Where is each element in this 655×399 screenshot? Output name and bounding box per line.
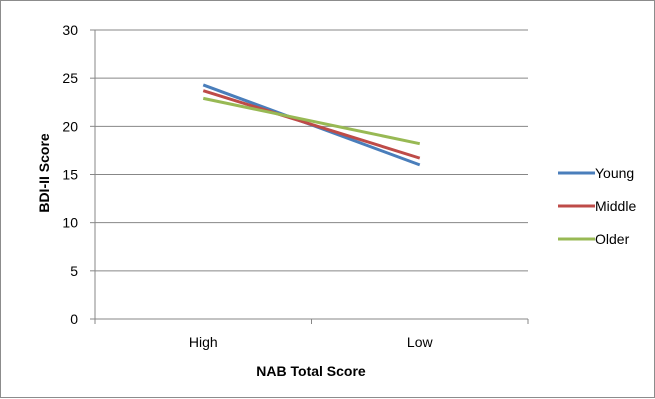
series-line-older	[202, 96, 421, 146]
y-tick-labels: 0 5 10 15 20 25 30	[62, 22, 78, 327]
x-tick-label-high: High	[189, 334, 218, 350]
y-tick-label: 0	[70, 311, 78, 327]
y-tick-label: 30	[62, 22, 78, 38]
legend-label-older: Older	[595, 231, 630, 247]
x-tick-label-low: Low	[407, 334, 434, 350]
series-lines	[202, 83, 421, 167]
legend-label-middle: Middle	[595, 198, 636, 214]
axes	[90, 29, 529, 324]
y-tick-label: 25	[62, 70, 78, 86]
legend: Young Middle Older	[558, 165, 636, 247]
x-axis-title: NAB Total Score	[256, 363, 366, 379]
y-tick-label: 10	[62, 215, 78, 231]
gridlines	[95, 29, 528, 272]
y-axis-title: BDI-II Score	[36, 133, 52, 213]
y-tick-label: 15	[62, 167, 78, 183]
y-tick-label: 5	[70, 263, 78, 279]
y-tick-label: 20	[62, 118, 78, 134]
series-line-middle	[202, 89, 421, 160]
legend-label-young: Young	[595, 165, 634, 181]
x-tick-labels: High Low	[189, 334, 434, 350]
